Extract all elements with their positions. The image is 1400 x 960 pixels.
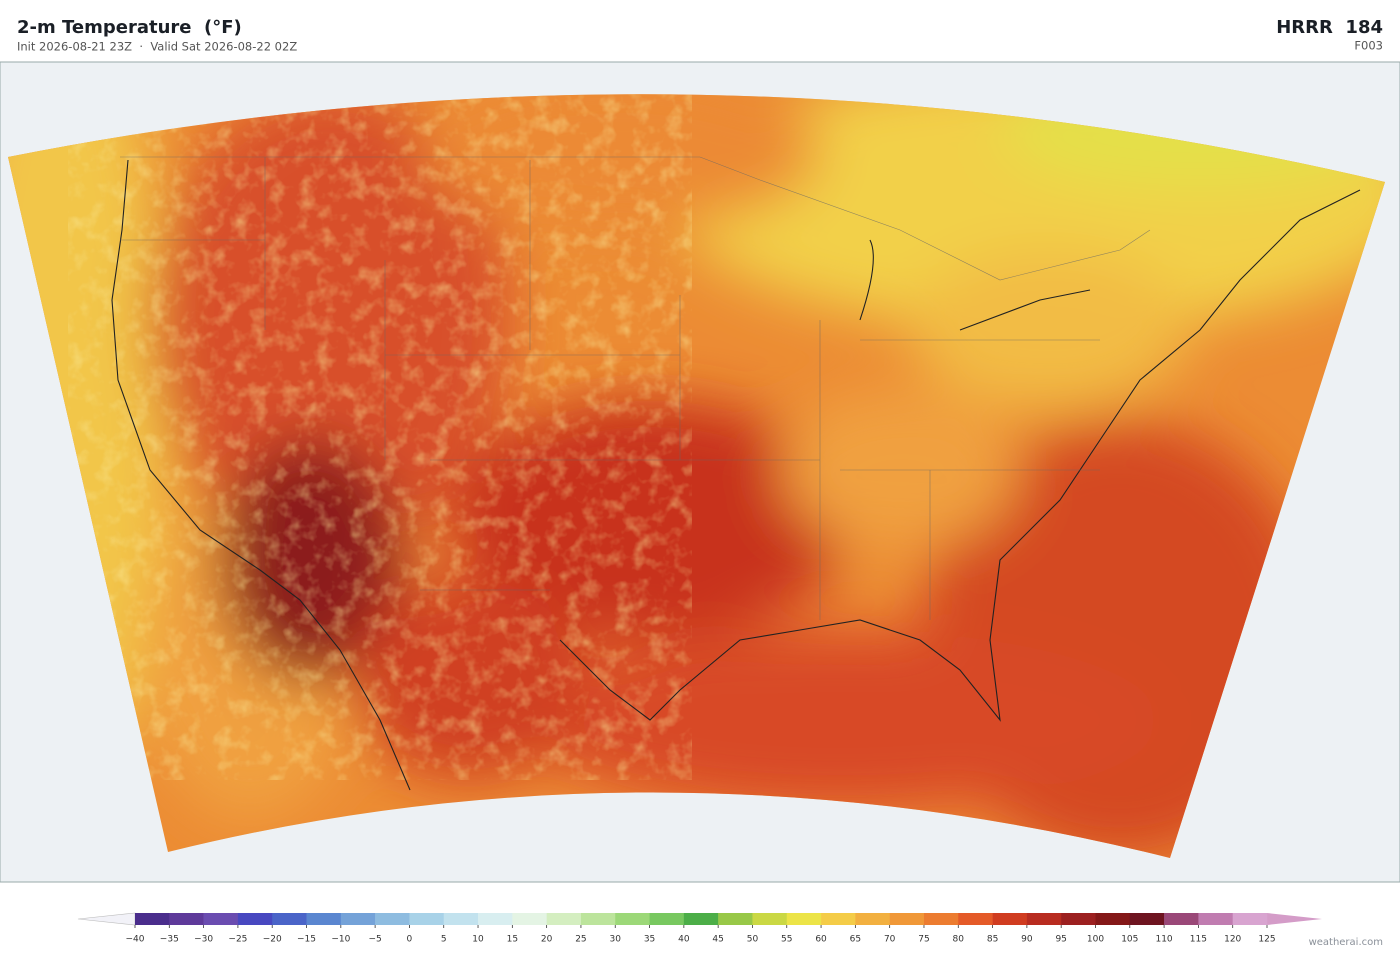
colorbar-segment xyxy=(375,913,410,925)
subtitle: Init 2026-08-21 23Z · Valid Sat 2026-08-… xyxy=(17,40,297,54)
colorbar-tick-label: 85 xyxy=(987,935,998,945)
colorbar-segment xyxy=(306,913,342,925)
colorbar-tick-label: 110 xyxy=(1155,935,1172,945)
colorbar-tick-label: 50 xyxy=(747,935,759,945)
colorbar-tick-label: 25 xyxy=(575,935,586,945)
colorbar: −40 −35 −30 −25 −20 −15 −10 −5 0 5 10 15 20 25 30 35 40 4… xyxy=(77,912,1322,945)
colorbar-tick-label: 5 xyxy=(441,935,447,945)
colorbar-segment xyxy=(237,913,273,925)
colorbar-tick-label: 120 xyxy=(1224,935,1241,945)
colorbar-tick-label: 70 xyxy=(884,935,896,945)
colorbar-segment xyxy=(1129,913,1165,925)
colorbar-tick-label: 65 xyxy=(850,935,861,945)
colorbar-tick-label: −35 xyxy=(160,935,179,945)
credit: weatherai.com xyxy=(1309,937,1383,948)
colorbar-tick-label: 10 xyxy=(472,935,484,945)
model: HRRR 184 xyxy=(1276,17,1383,38)
colorbar-segment xyxy=(1095,913,1131,925)
colorbar-tick-label: 95 xyxy=(1055,935,1066,945)
colorbar-tick-label: −10 xyxy=(331,935,350,945)
colorbar-segment xyxy=(855,913,890,925)
colorbar-segment xyxy=(169,913,204,925)
colorbar-tick-label: 30 xyxy=(610,935,622,945)
colorbar-tick-label: 90 xyxy=(1021,935,1033,945)
colorbar-segment xyxy=(1164,913,1199,925)
colorbar-segment xyxy=(580,913,616,925)
colorbar-tick-label: −25 xyxy=(228,935,247,945)
colorbar-segment xyxy=(409,913,445,925)
colorbar-segment xyxy=(1198,913,1233,925)
colorbar-segment xyxy=(649,913,685,925)
colorbar-tick-label: 40 xyxy=(678,935,690,945)
colorbar-under xyxy=(77,912,136,926)
coastlines xyxy=(111,159,1361,791)
colorbar-segment xyxy=(1232,913,1268,925)
colorbar-segment xyxy=(546,913,582,925)
colorbar-segment xyxy=(135,913,170,925)
colorbar-segment xyxy=(718,913,753,925)
colorbar-tick-label: 55 xyxy=(781,935,792,945)
colorbar-segment xyxy=(752,913,788,925)
colorbar-tick-label: 100 xyxy=(1087,935,1104,945)
colorbar-segment xyxy=(923,913,959,925)
colorbar-segment xyxy=(889,913,925,925)
colorbar-tick-label: 45 xyxy=(712,935,723,945)
header: 2-m Temperature (°F) Init 2026-08-21 23Z… xyxy=(17,17,1383,54)
colorbar-segment xyxy=(1026,913,1062,925)
colorbar-tick-label: −15 xyxy=(297,935,316,945)
colorbar-tick-label: 20 xyxy=(541,935,553,945)
colorbar-tick-label: 105 xyxy=(1121,935,1138,945)
colorbar-segment xyxy=(478,913,513,925)
colorbar-tick-label: 60 xyxy=(815,935,827,945)
borders xyxy=(120,156,1151,620)
colorbar-tick-label: 115 xyxy=(1190,935,1207,945)
colorbar-tick-label: 15 xyxy=(507,935,518,945)
colorbar-tick-label: −20 xyxy=(263,935,282,945)
colorbar-segment xyxy=(958,913,993,925)
colorbar-tick-label: −30 xyxy=(194,935,213,945)
colorbar-segment xyxy=(786,913,822,925)
map xyxy=(0,61,1400,883)
colorbar-tick-label: −5 xyxy=(368,935,381,945)
colorbar-segment xyxy=(340,913,376,925)
title: 2-m Temperature (°F) xyxy=(17,17,242,38)
colorbar-segment xyxy=(821,913,856,925)
colorbar-tick-label: 80 xyxy=(953,935,965,945)
forecast-hour: F003 xyxy=(1354,39,1383,53)
colorbar-tick-label: 125 xyxy=(1258,935,1275,945)
colorbar-tick-label: 35 xyxy=(644,935,655,945)
colorbar-over xyxy=(1267,913,1322,925)
colorbar-segment xyxy=(1061,913,1096,925)
colorbar-segment xyxy=(512,913,547,925)
colorbar-segment xyxy=(992,913,1028,925)
colorbar-tick-label: −40 xyxy=(126,935,145,945)
colorbar-tick-label: 0 xyxy=(407,935,413,945)
colorbar-segment xyxy=(615,913,650,925)
colorbar-segment xyxy=(203,913,239,925)
colorbar-tick-label: 75 xyxy=(918,935,929,945)
colorbar-segment xyxy=(272,913,307,925)
colorbar-segment xyxy=(443,913,479,925)
colorbar-segment xyxy=(683,913,719,925)
